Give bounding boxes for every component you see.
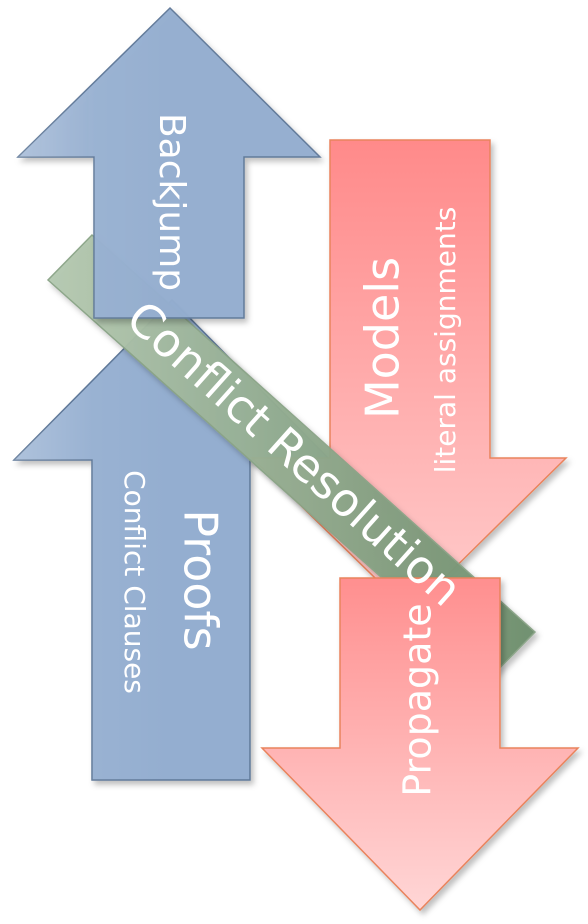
models-subtitle: literal assignments	[429, 207, 462, 474]
propagate-title: Propagate	[396, 603, 440, 796]
models-title: Models	[356, 257, 410, 419]
proofs-subtitle: Conflict Clauses	[118, 470, 151, 694]
backjump-title: Backjump	[151, 113, 192, 291]
propagate-arrow	[260, 577, 580, 912]
backjump-arrow	[16, 6, 322, 319]
proofs-title: Proofs	[174, 509, 228, 650]
